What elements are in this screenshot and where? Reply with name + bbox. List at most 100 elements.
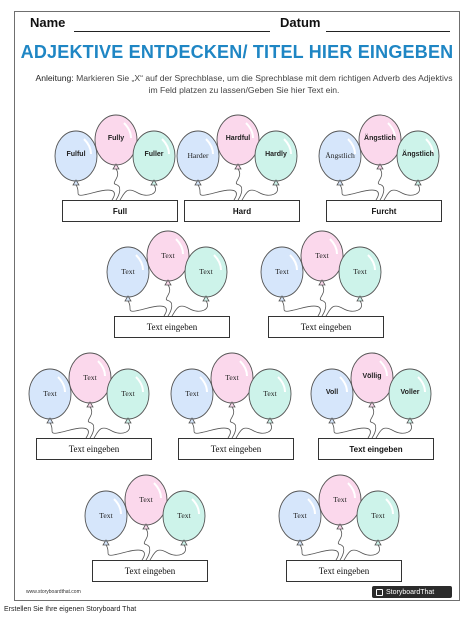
answer-box[interactable]: Hard [184,200,300,222]
balloon-string [325,300,362,317]
balloon-knot [164,279,172,286]
balloons-drawing [106,230,228,317]
answer-box[interactable]: Text eingeben [268,316,384,338]
answer-box[interactable]: Text eingeben [36,438,152,460]
balloon-knot [406,417,414,424]
balloon-label[interactable]: Voller [400,389,420,396]
balloon-knot [188,417,196,424]
balloon-label[interactable]: Text [139,495,153,504]
date-label: Datum [280,15,321,30]
balloon-label[interactable]: Text [315,251,329,260]
answer-box[interactable]: Text eingeben [114,316,230,338]
balloon-group-2: Harder Hardful Hardly Hard [176,108,326,242]
balloon-label[interactable]: Hardful [225,135,251,142]
balloon-label[interactable]: Text [121,267,135,276]
balloon-string [49,422,89,439]
balloon-label[interactable]: Voll [325,389,339,396]
balloon-string [105,544,145,561]
instructions-text: Markieren Sie „X“ auf der Sprechblase, u… [76,73,453,95]
balloon-highlight [367,254,376,271]
balloon-string [191,422,231,439]
balloon-label[interactable]: Fully [107,135,125,142]
balloon-label[interactable]: Fuller [144,151,164,158]
balloon-label[interactable]: Text [225,373,239,382]
balloon-highlight [123,122,132,139]
balloon-highlight [83,138,92,155]
answer-box[interactable]: Text eingeben [286,560,402,582]
balloons-drawing [84,474,206,561]
name-line[interactable] [74,31,270,32]
answer-box[interactable]: Text eingeben [178,438,294,460]
balloon-group-10: Text Text Text Text eingeben [278,468,428,602]
balloon-knot [202,295,210,302]
balloon-string [235,422,272,439]
balloon-highlight [425,138,434,155]
balloon-label[interactable]: Ängstlich [325,151,355,160]
balloons-drawing [170,352,292,439]
balloons-drawing [176,114,298,201]
footer-url[interactable]: www.storyboardthat.com [26,589,81,595]
balloon-knot [318,279,326,286]
logo-text: StoryboardThat [386,588,435,596]
balloon-label[interactable]: Text [293,511,307,520]
balloon-group-6: Text Text Text Text eingeben [28,346,178,480]
page-title: ADJEKTIVE ENTDECKEN/ TITEL HIER EINGEBEN [20,42,454,62]
balloon-knot [102,539,110,546]
balloon-label[interactable]: Hardly [265,151,287,158]
balloon-label[interactable]: Fulful [66,151,86,158]
balloon-string [337,528,345,561]
balloon-knot [278,295,286,302]
balloon-label[interactable]: Text [121,389,135,398]
answer-box[interactable]: Text eingeben [318,438,434,460]
balloon-string [127,300,167,317]
balloon-label[interactable]: Ängstlich [402,151,434,158]
balloon-label[interactable]: Text [371,511,385,520]
balloon-highlight [191,498,200,515]
balloon-string [281,300,321,317]
balloon-label[interactable]: Text [199,267,213,276]
balloon-knot [124,417,132,424]
balloon-label[interactable]: Text [353,267,367,276]
balloon-knot [124,295,132,302]
balloon-label[interactable]: Text [83,373,97,382]
balloon-highlight [339,376,348,393]
balloon-label[interactable]: Völlig [362,373,382,380]
balloon-highlight [97,360,106,377]
balloon-label[interactable]: Text [43,389,57,398]
date-line[interactable] [326,31,450,32]
balloon-knot [46,417,54,424]
balloon-label[interactable]: Harder [187,151,209,160]
answer-box[interactable]: Full [62,200,178,222]
balloon-highlight [57,376,66,393]
balloon-knot [414,179,422,186]
bottom-caption: Erstellen Sie Ihre eigenen Storyboard Th… [4,606,137,613]
balloons-drawing [54,114,176,201]
balloon-highlight [379,360,388,377]
balloon-knot [272,179,280,186]
balloon-highlight [245,122,254,139]
answer-box[interactable]: Text eingeben [92,560,208,582]
balloon-string [331,422,371,439]
balloon-group-9: Text Text Text Text eingeben [84,468,234,602]
balloon-group-5: Text Text Text Text eingeben [260,224,410,358]
balloon-group-8: Voll Völlig Voller Text eingeben [310,346,460,480]
balloon-string [369,406,377,439]
balloon-label[interactable]: Text [177,511,191,520]
balloon-knot [72,179,80,186]
balloon-knot [180,539,188,546]
balloon-label[interactable]: Text [185,389,199,398]
balloon-label[interactable]: Text [333,495,347,504]
balloon-label[interactable]: Text [161,251,175,260]
balloon-string [229,406,237,439]
storyboardthat-logo[interactable]: StoryboardThat [372,586,452,598]
balloon-label[interactable]: Text [263,389,277,398]
answer-box[interactable]: Furcht [326,200,442,222]
balloon-label[interactable]: Text [99,511,113,520]
balloon-knot [376,163,384,170]
balloon-knot [142,523,150,530]
balloon-label[interactable]: Ängstlich [364,135,396,142]
balloons-drawing [310,352,432,439]
balloon-label[interactable]: Text [275,267,289,276]
balloons-drawing [28,352,150,439]
balloon-string [143,528,151,561]
